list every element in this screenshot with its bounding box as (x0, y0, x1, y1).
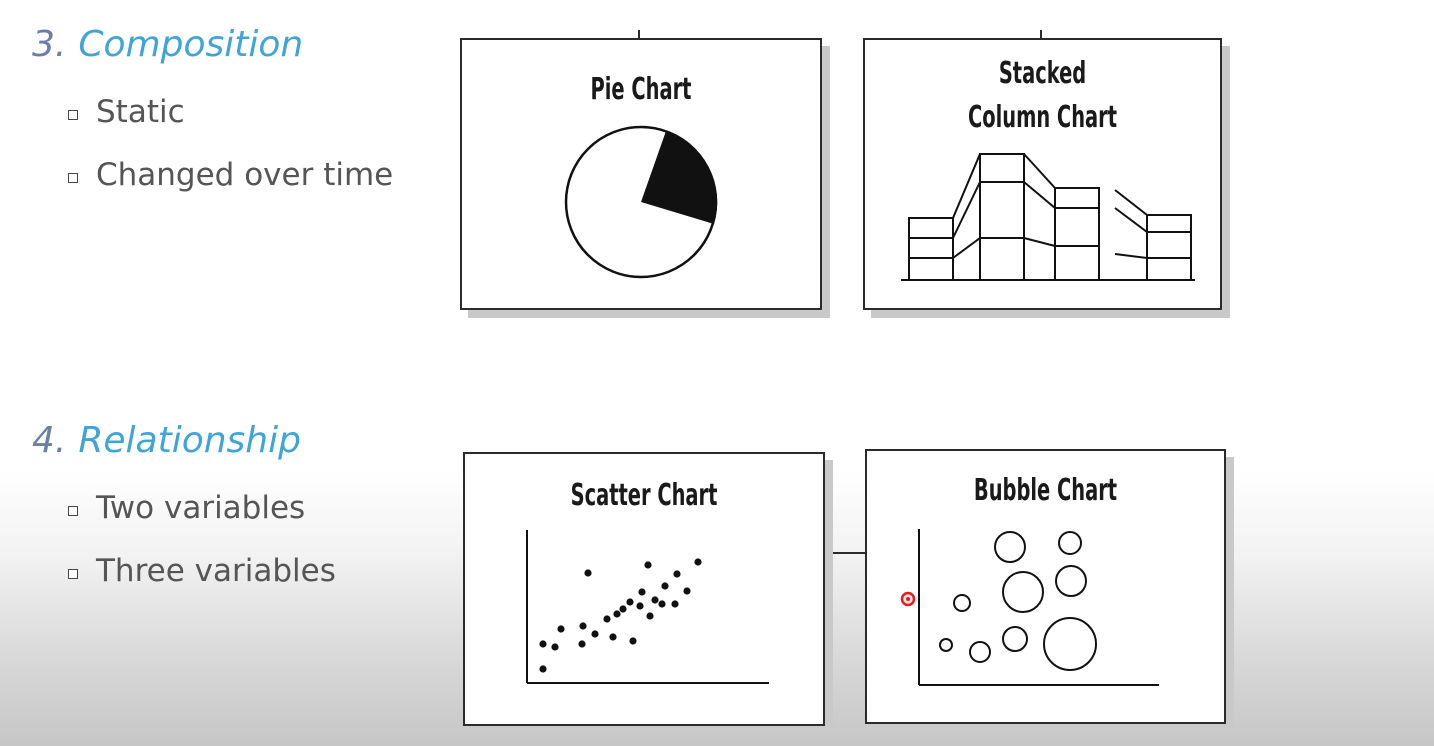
scatter-dot (591, 630, 599, 638)
scatter-dots (539, 558, 702, 673)
bullet-label: Two variables (96, 490, 306, 526)
scatter-dot (673, 570, 681, 578)
scatter-dot (626, 598, 634, 606)
section-number: 3. (32, 24, 67, 65)
scatter-dot (613, 610, 621, 618)
scatter-dot (646, 612, 654, 620)
scatter-dot (584, 569, 592, 577)
bullet-two-variables: Two variables (68, 490, 305, 526)
bubble (1002, 626, 1028, 652)
card-title: Pie Chart (590, 72, 692, 107)
bubbles (939, 531, 1097, 671)
section-title: Relationship (78, 420, 301, 461)
bullet-label: Changed over time (96, 157, 394, 193)
bullet-square-icon (68, 569, 78, 579)
scatter-dot (629, 637, 637, 645)
bubble-chart-card: Bubble Chart (865, 449, 1226, 724)
scatter-dot (644, 561, 652, 569)
stacked-column-illustration (901, 153, 1195, 281)
bubble (994, 531, 1026, 563)
scatter-dot (661, 582, 669, 590)
card-title-line1: Stacked (998, 56, 1087, 91)
scatter-chart-card: Scatter Chart (463, 452, 825, 726)
connector-tick (638, 30, 640, 40)
section-heading-relationship: 4. Relationship (32, 420, 301, 461)
scatter-dot (579, 622, 587, 630)
card-title-line2: Column Chart (967, 100, 1118, 135)
bubble (1002, 571, 1044, 613)
scatter-dot (551, 643, 559, 651)
connector-tick (1040, 30, 1042, 40)
scatter-dot (557, 625, 565, 633)
bubble-chart-illustration (900, 529, 1159, 686)
bubble (1058, 531, 1082, 555)
scatter-dot (694, 558, 702, 566)
scatter-dot (539, 640, 547, 648)
bubble (1043, 617, 1097, 671)
pie-chart-illustration (564, 125, 718, 279)
bubble (969, 641, 991, 663)
card-title: Scatter Chart (570, 478, 718, 513)
scatter-dot (636, 602, 644, 610)
bullet-label: Three variables (96, 553, 336, 589)
scatter-dot (671, 600, 679, 608)
stacked-column-chart-card: Stacked Column Chart (863, 38, 1222, 310)
bubble (939, 638, 953, 652)
bullet-changed-over-time: Changed over time (68, 157, 393, 193)
bubble (953, 594, 971, 612)
card-title: Bubble Chart (973, 473, 1118, 508)
pie-slice (641, 131, 718, 224)
connector-line (823, 552, 865, 554)
bullet-square-icon (68, 110, 78, 120)
bullet-square-icon (68, 506, 78, 516)
bullet-square-icon (68, 173, 78, 183)
column-3 (1054, 187, 1100, 281)
column-2 (979, 153, 1025, 281)
scatter-dot (619, 605, 627, 613)
scatter-dot (539, 665, 547, 673)
connector-line (1224, 578, 1234, 580)
scatter-dot (651, 596, 659, 604)
bullet-label: Static (96, 94, 185, 130)
scatter-dot (658, 600, 666, 608)
column-1 (908, 217, 954, 281)
bubble (1055, 565, 1087, 597)
bullet-three-variables: Three variables (68, 553, 336, 589)
scatter-dot (603, 615, 611, 623)
section-number: 4. (32, 420, 67, 461)
scatter-dot (638, 588, 646, 596)
cursor-dot (906, 597, 910, 601)
section-title: Composition (78, 24, 304, 65)
scatter-dot (578, 640, 586, 648)
scatter-chart-illustration (526, 530, 769, 684)
scatter-dot (609, 633, 617, 641)
scatter-dot (683, 587, 691, 595)
column-4 (1146, 214, 1192, 281)
pie-chart-card: Pie Chart (460, 38, 822, 310)
bullet-static: Static (68, 94, 185, 130)
section-heading-composition: 3. Composition (32, 24, 303, 65)
